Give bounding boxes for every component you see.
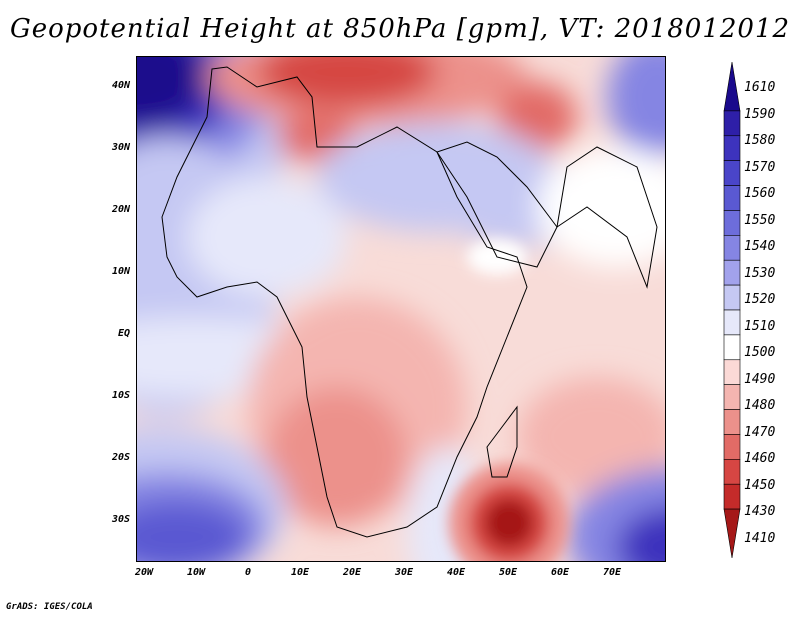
colorbar-swatch [723, 135, 741, 161]
colorbar-swatch [723, 434, 741, 460]
colorbar-label: 1470 [744, 424, 776, 440]
colorbar-label: 1550 [744, 212, 776, 228]
colorbar-label: 1560 [744, 186, 776, 201]
lat-label: 20N [111, 204, 130, 215]
colorbar-swatch [723, 483, 741, 510]
colorbar-swatch [723, 334, 741, 361]
lat-label: EQ [117, 328, 130, 339]
africa-coastline [161, 66, 528, 538]
colorbar-swatch [723, 210, 741, 236]
colorbar-swatch [723, 62, 741, 112]
lat-label: 30N [111, 142, 130, 153]
madagascar-coastline [486, 405, 518, 478]
colorbar-swatch [723, 284, 741, 311]
lat-label: 20S [111, 452, 130, 463]
map-panel [136, 56, 666, 562]
lon-label: 40E [446, 567, 466, 578]
lon-label: 0 [244, 567, 252, 578]
colorbar-label: 1610 [744, 80, 776, 95]
lon-label: 20W [134, 567, 154, 578]
colorbar-swatch [723, 110, 741, 137]
lon-label: 50E [498, 567, 518, 578]
colorbar-swatch [723, 359, 741, 385]
lon-label: 10W [186, 567, 206, 578]
chart-title: Geopotential Height at 850hPa [gpm], VT:… [9, 14, 791, 44]
geopotential-field [137, 57, 665, 561]
colorbar-swatch [723, 160, 741, 186]
lat-label: 10S [111, 390, 130, 401]
colorbar-label: 1490 [744, 371, 776, 387]
colorbar-label: 1410 [744, 530, 776, 546]
colorbar-label: 1540 [744, 239, 776, 254]
colorbar-label: 1460 [744, 451, 776, 466]
lat-label: 30S [111, 514, 130, 525]
colorbar-swatch [723, 409, 741, 435]
lon-label: 70E [602, 567, 622, 578]
lat-label: 10N [111, 266, 130, 277]
colorbar-label: 1430 [744, 504, 776, 519]
colorbar-swatch [723, 384, 741, 410]
colorbar-label: 1500 [744, 345, 776, 360]
colorbar [723, 62, 741, 558]
colorbar-swatch [723, 459, 741, 485]
lon-label: 20E [342, 567, 362, 578]
colorbar-swatch [723, 259, 741, 286]
colorbar-label: 1590 [744, 106, 776, 122]
lon-label: 60E [550, 567, 570, 578]
lat-label: 40N [111, 80, 130, 91]
colorbar-label: 1480 [744, 398, 776, 413]
colorbar-swatch [723, 235, 741, 261]
colorbar-swatch [723, 309, 741, 336]
colorbar-label: 1580 [744, 133, 776, 148]
colorbar-label: 1510 [744, 318, 776, 334]
colorbar-label: 1520 [744, 292, 776, 307]
india-coastline [556, 146, 658, 289]
colorbar-label: 1570 [744, 159, 776, 175]
colorbar-swatch [723, 185, 741, 211]
colorbar-label: 1530 [744, 265, 776, 281]
lon-label: 10E [290, 567, 310, 578]
credit-text: GrADS: IGES/COLA [6, 602, 93, 612]
colorbar-label: 1450 [744, 477, 776, 493]
colorbar-swatch [723, 508, 741, 558]
lon-label: 30E [394, 567, 414, 578]
